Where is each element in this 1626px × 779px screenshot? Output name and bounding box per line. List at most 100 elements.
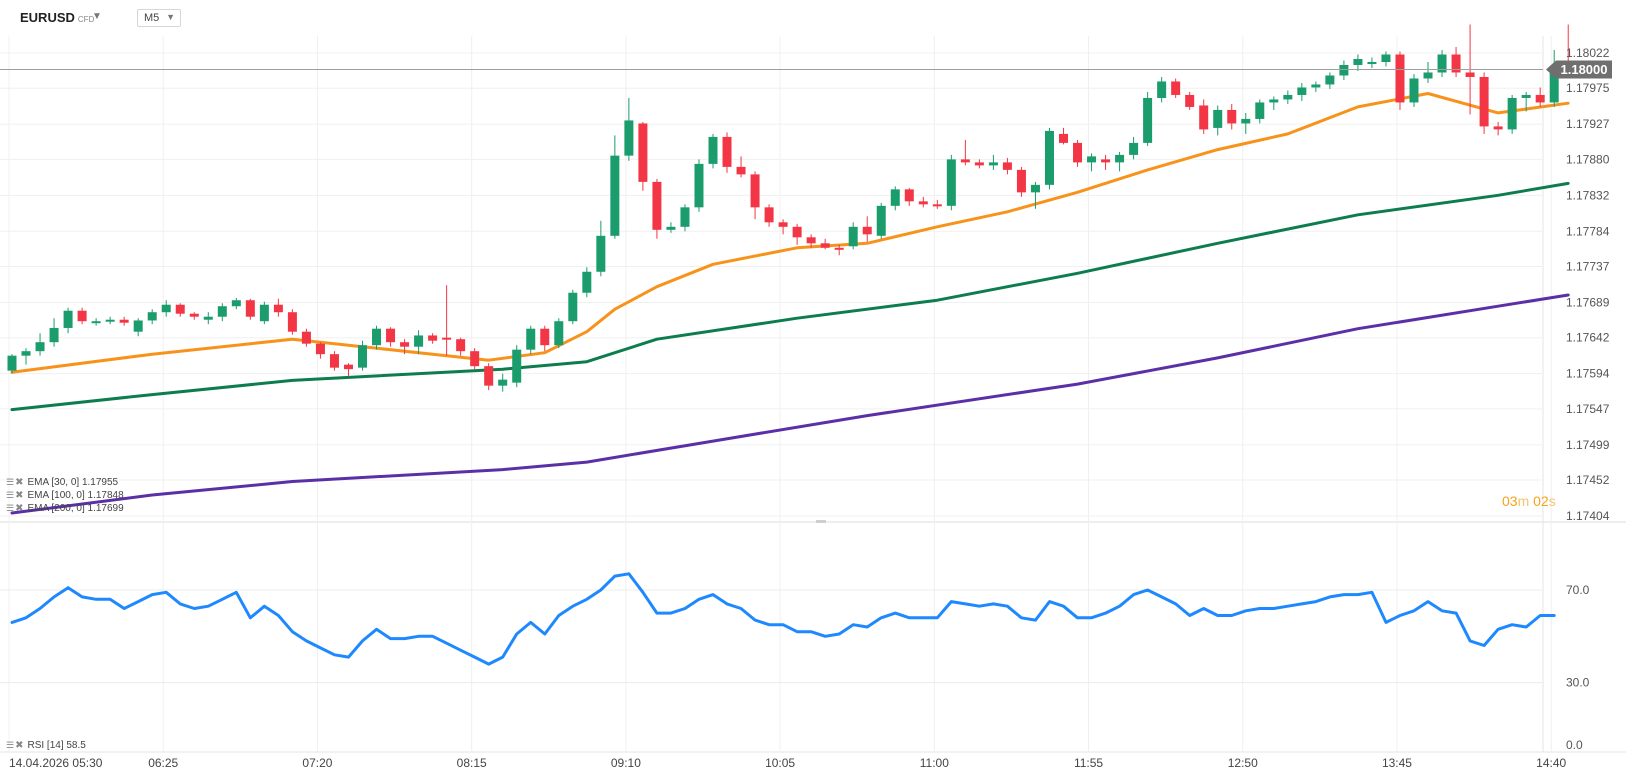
candle-body <box>680 207 690 227</box>
legend-ema100[interactable]: ☰✖ EMA [100, 0] 1.17848 <box>6 490 124 501</box>
candle-body <box>456 339 466 352</box>
candle-body <box>764 207 774 223</box>
candle-body <box>820 243 830 248</box>
candle-body <box>175 304 185 314</box>
candle <box>49 318 59 347</box>
candle-body <box>1521 94 1531 98</box>
close-icon[interactable]: ✖ <box>15 740 24 751</box>
candle-body <box>301 331 311 344</box>
candle-body <box>624 120 634 156</box>
candle-body <box>203 316 213 320</box>
candle <box>624 97 634 161</box>
rsi-line <box>10 572 1556 666</box>
candle <box>484 363 494 391</box>
candle-body <box>1325 75 1335 85</box>
candle <box>792 223 802 245</box>
ema-line <box>10 293 1570 515</box>
ema-line <box>10 181 1570 412</box>
settings-lines-icon[interactable]: ☰ <box>6 503 15 513</box>
settings-lines-icon[interactable]: ☰ <box>6 477 15 487</box>
candle <box>596 220 606 277</box>
candle-body <box>147 312 157 321</box>
legend-ema30[interactable]: ☰✖ EMA [30, 0] 1.17955 <box>6 477 118 488</box>
chevron-down-icon[interactable]: ▼ <box>92 11 102 22</box>
legend-rsi[interactable]: ☰✖ RSI [14] 58.5 <box>6 740 86 751</box>
candle-body <box>652 181 662 230</box>
candle-body <box>1143 97 1153 143</box>
candle-body <box>1157 81 1167 98</box>
countdown-minutes: 03 <box>1502 493 1518 509</box>
settings-lines-icon[interactable]: ☰ <box>6 740 15 750</box>
candle <box>1311 81 1321 92</box>
candle-body <box>1381 54 1391 62</box>
candle-body <box>1073 142 1083 163</box>
candle <box>1423 61 1433 83</box>
candle-body <box>1016 169 1026 193</box>
candle <box>1451 47 1461 77</box>
candle <box>708 133 718 169</box>
candle-body <box>1002 162 1012 170</box>
close-icon[interactable]: ✖ <box>15 477 24 488</box>
candle-body <box>273 304 283 313</box>
candle-body <box>21 351 31 356</box>
settings-lines-icon[interactable]: ☰ <box>6 490 15 500</box>
close-icon[interactable]: ✖ <box>15 490 24 501</box>
candle-body <box>1213 109 1223 128</box>
candle <box>680 204 690 232</box>
candle-body <box>1437 54 1447 73</box>
close-icon[interactable]: ✖ <box>15 503 24 514</box>
candle-body <box>63 310 73 328</box>
symbol-selector[interactable]: EURUSD CFD <box>20 10 94 25</box>
timeframe-label: M5 <box>144 12 160 24</box>
candle <box>1507 94 1517 134</box>
candle-body <box>708 136 718 164</box>
panel-resize-handle[interactable] <box>816 520 826 523</box>
candle <box>1241 112 1251 134</box>
ema-line <box>10 92 1570 374</box>
candle <box>1016 166 1026 197</box>
rsi-panel <box>0 572 1556 684</box>
candle <box>1493 121 1503 136</box>
candle-body <box>904 189 914 202</box>
candle-body <box>540 328 550 346</box>
candle-body <box>77 310 87 322</box>
countdown-seconds-unit: s <box>1548 493 1556 509</box>
candle <box>1030 181 1040 209</box>
candle <box>820 238 830 250</box>
legend-ema200[interactable]: ☰✖ EMA [200, 0] 1.17699 <box>6 503 124 514</box>
candle-body <box>806 237 816 244</box>
candle-body <box>792 226 802 238</box>
candle <box>1171 78 1181 98</box>
timeframe-select[interactable]: M5 ▼ <box>137 9 181 27</box>
candle <box>1535 87 1545 107</box>
candle-body <box>1101 159 1111 163</box>
candle-body <box>512 349 522 383</box>
candle <box>568 289 578 325</box>
candle-body <box>834 247 844 250</box>
price-tick-label: 1.18022 <box>1566 46 1610 60</box>
candle <box>287 309 297 335</box>
candle-body <box>876 205 886 236</box>
time-tick-label: 09:10 <box>611 756 641 770</box>
candles <box>7 24 1573 392</box>
candle <box>386 327 396 347</box>
candle-body <box>428 335 438 341</box>
candle-body <box>231 300 241 307</box>
candle <box>161 300 171 317</box>
candle <box>610 135 620 239</box>
candle-body <box>1311 84 1321 88</box>
candle <box>1381 51 1391 67</box>
candle-body <box>161 304 171 313</box>
candle <box>540 325 550 352</box>
time-tick-label: 10:05 <box>765 756 795 770</box>
price-tick-label: 1.17594 <box>1566 367 1610 381</box>
time-tick-label: 11:00 <box>920 756 949 770</box>
candle <box>1339 60 1349 80</box>
price-tick-label: 1.17975 <box>1566 81 1610 95</box>
candle-body <box>988 162 998 166</box>
candle-body <box>1171 81 1181 95</box>
symbol-name: EURUSD <box>20 10 75 25</box>
candle-body <box>960 159 970 163</box>
candle <box>1199 99 1209 134</box>
